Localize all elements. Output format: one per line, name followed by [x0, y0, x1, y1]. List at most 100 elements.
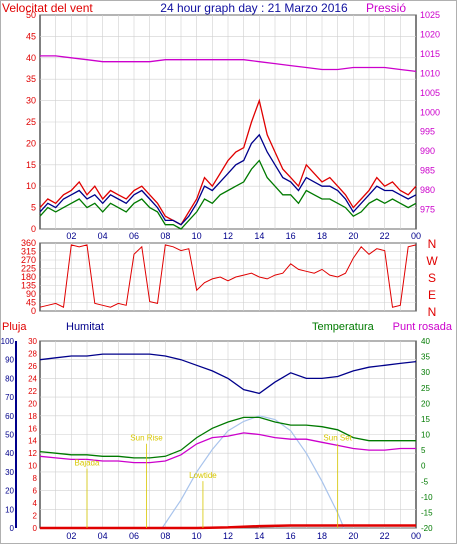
humidity-tick-label: 20	[5, 487, 14, 496]
pressure-tick-label: 995	[420, 127, 435, 137]
weather-grid	[40, 340, 416, 529]
humidity-tick-label: 80	[5, 374, 14, 383]
compass-label: N	[428, 305, 437, 319]
humidity-tick-label: 60	[5, 412, 14, 421]
weather-time-ticks: 02 04 06 08 10 12 14 16 18 20 22 00	[66, 531, 421, 541]
direction-tick-label: 45	[26, 298, 36, 308]
annotation-label: Lowtide	[189, 471, 217, 480]
wind-series-line-1	[39, 133, 417, 226]
compass-label: E	[428, 288, 436, 302]
direction-tick-label: 135	[21, 281, 36, 291]
weather-series-line-0	[39, 353, 417, 395]
temperature-tick-label: -20	[421, 524, 433, 533]
time-tick-label: 06	[129, 231, 139, 241]
time-tick-label: 20	[348, 531, 358, 541]
time-tick-label: 08	[160, 531, 170, 541]
rain-tick-label: 18	[28, 412, 37, 421]
compass-label: N	[428, 237, 437, 251]
pressure-tick-label: 1010	[420, 68, 440, 78]
temperature-ticks: -20 -15 -10 -5 0 5 10 15 20 25 30 35 40	[421, 337, 433, 533]
temperature-tick-label: 30	[421, 368, 430, 377]
humidity-tick-label: 0	[10, 524, 15, 533]
rain-tick-label: 10	[28, 462, 37, 471]
rain-tick-label: 4	[33, 499, 38, 508]
humidity-tick-label: 70	[5, 393, 14, 402]
rain-tick-label: 26	[28, 362, 37, 371]
time-tick-label: 18	[317, 531, 327, 541]
rain-tick-label: 28	[28, 349, 37, 358]
wind-tick-label: 0	[31, 224, 36, 234]
compass-label: S	[428, 271, 436, 285]
direction-grid	[40, 242, 416, 312]
direction-series-line-0	[39, 244, 417, 308]
wind-time-ticks: 02 04 06 08 10 12 14 16 18 20 22 00	[66, 231, 421, 241]
rain-tick-label: 30	[28, 337, 37, 346]
time-tick-label: 10	[192, 531, 202, 541]
time-tick-label: 16	[286, 531, 296, 541]
temperature-tick-label: 5	[421, 446, 426, 455]
annotation-label: Sun Set	[323, 434, 352, 443]
sun-path-line	[161, 415, 345, 529]
temperature-tick-label: 35	[421, 353, 430, 362]
rain-tick-label: 16	[28, 424, 37, 433]
weather-series-line-3	[40, 524, 416, 530]
humidity-tick-label: 50	[5, 431, 14, 440]
direction-tick-label: 360	[21, 238, 36, 248]
direction-series	[39, 244, 417, 308]
time-tick-label: 18	[317, 231, 327, 241]
time-tick-label: 02	[66, 531, 76, 541]
humidity-axis-title: Humitat	[66, 321, 104, 333]
wind-tick-label: 10	[26, 181, 36, 191]
wind-speed-axis-title: Velocitat del vent	[2, 1, 93, 15]
temperature-tick-label: -5	[421, 477, 429, 486]
time-tick-label: 14	[254, 231, 264, 241]
wind-tick-label: 30	[26, 96, 36, 106]
time-tick-label: 00	[411, 531, 421, 541]
temperature-axis-title: Temperatura	[312, 321, 375, 333]
temperature-tick-label: 10	[421, 431, 430, 440]
time-tick-label: 20	[348, 231, 358, 241]
direction-tick-label: 225	[21, 264, 36, 274]
humidity-tick-label: 40	[5, 449, 14, 458]
time-tick-label: 04	[98, 231, 108, 241]
time-tick-label: 12	[223, 231, 233, 241]
weather-series-line-2	[39, 432, 416, 464]
rain-tick-label: 8	[33, 474, 38, 483]
time-tick-label: 16	[286, 231, 296, 241]
humidity-tick-label: 10	[5, 505, 14, 514]
wind-tick-label: 45	[26, 31, 36, 41]
rain-tick-label: 0	[33, 524, 38, 533]
pressure-tick-label: 1015	[420, 49, 440, 59]
pressure-ticks: 975 980 985 990 995 1000 1005 1010 1015 1020 1025	[420, 10, 440, 215]
tide-sun-annotations: Bajada Sun Rise Lowtide Sun Set	[75, 434, 353, 528]
temperature-tick-label: 20	[421, 399, 430, 408]
pressure-tick-label: 975	[420, 205, 435, 215]
wind-tick-label: 40	[26, 53, 36, 63]
time-tick-label: 22	[380, 531, 390, 541]
temperature-tick-label: 0	[421, 462, 426, 471]
wind-series-line-0	[39, 98, 417, 226]
rain-tick-label: 2	[33, 512, 38, 521]
humidity-tick-label: 30	[5, 468, 14, 477]
rain-tick-label: 24	[28, 374, 37, 383]
direction-tick-label: 90	[26, 289, 36, 299]
dew-point-axis-title: Punt rosada	[393, 321, 453, 333]
compass-label: W	[426, 254, 438, 268]
direction-tick-label: 315	[21, 247, 36, 257]
pressure-tick-label: 1025	[420, 10, 440, 20]
wind-tick-label: 5	[31, 203, 36, 213]
pressure-tick-label: 1020	[420, 29, 440, 39]
annotation-label: Sun Rise	[130, 434, 163, 443]
wind-series	[39, 55, 417, 230]
rain-tick-label: 22	[28, 387, 37, 396]
time-tick-label: 22	[380, 231, 390, 241]
time-tick-label: 02	[66, 231, 76, 241]
rain-tick-label: 6	[33, 487, 38, 496]
rain-tick-label: 20	[28, 399, 37, 408]
